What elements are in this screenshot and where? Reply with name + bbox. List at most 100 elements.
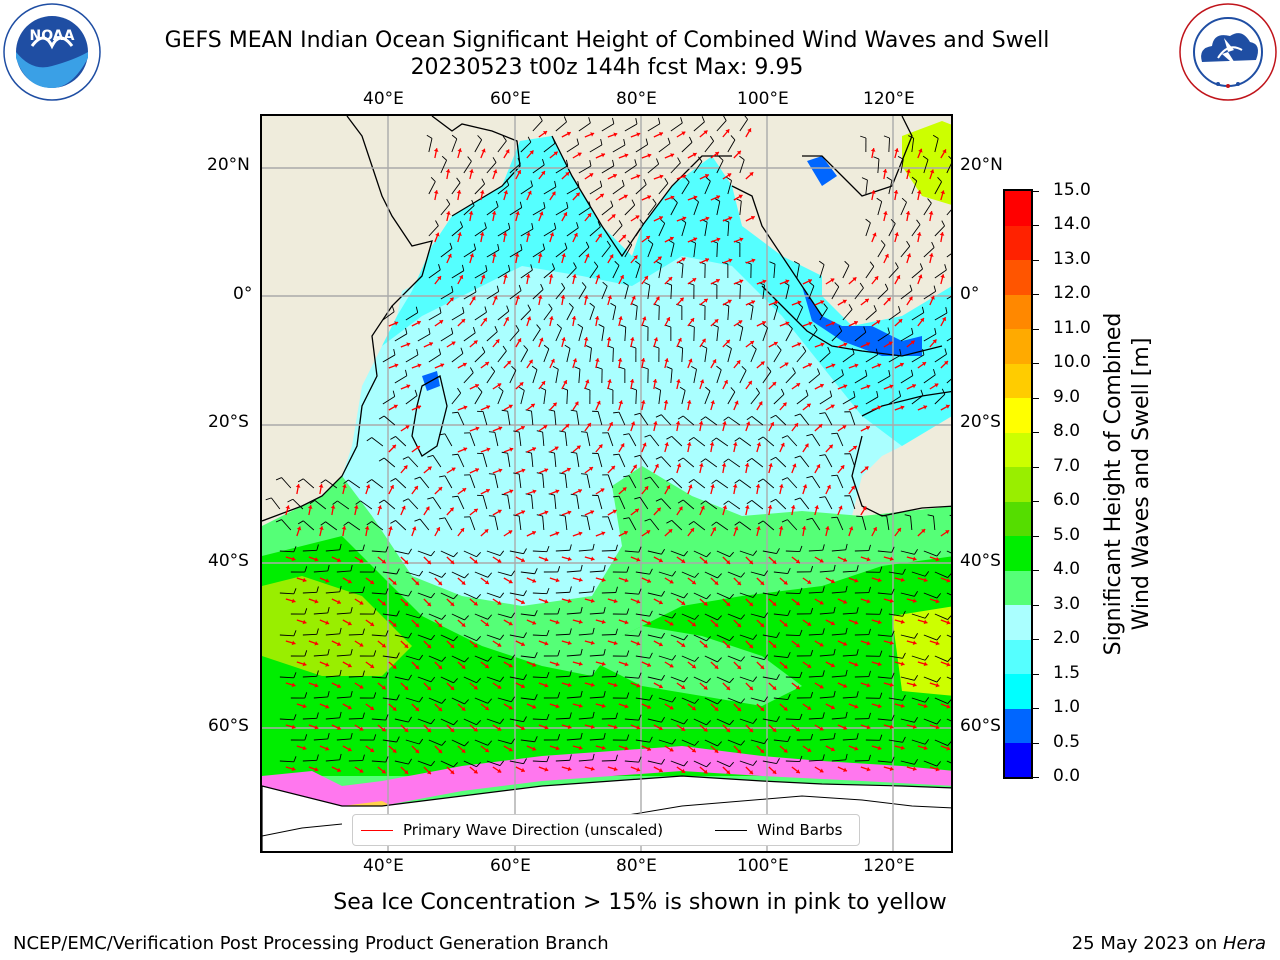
wind-barb (770, 456, 787, 468)
wind-barb (773, 609, 791, 617)
colorbar-band (1005, 432, 1031, 468)
wind-barb (911, 571, 930, 577)
wave-direction-arrowhead (544, 510, 549, 515)
wind-barb (440, 718, 458, 726)
wave-direction-arrowhead (415, 665, 419, 670)
wave-direction-arrowhead (636, 132, 641, 137)
wind-barb (532, 671, 550, 679)
wind-barb (831, 585, 848, 594)
wind-barb (624, 546, 642, 553)
wind-barb (486, 760, 505, 767)
wind-barb (543, 566, 561, 573)
wind-barb (497, 696, 516, 703)
wind-barb (831, 325, 843, 342)
wave-direction-arrowhead (618, 316, 623, 321)
wind-barb (439, 433, 453, 447)
wave-direction-arrowhead (632, 464, 637, 469)
wave-direction-arrowhead (612, 509, 617, 514)
wave-direction-arrowhead (747, 380, 752, 385)
wind-barb (520, 694, 538, 701)
wave-direction-arrowhead (816, 464, 821, 469)
wind-barb (559, 430, 568, 447)
wave-direction-arrowhead (532, 489, 537, 494)
wind-barb (405, 306, 419, 321)
wave-direction-arrowhead (918, 274, 923, 279)
wind-barb (610, 302, 617, 321)
wind-barb (654, 387, 662, 405)
wind-barb (405, 612, 424, 619)
wave-direction-arrowhead (886, 297, 891, 302)
wave-direction-arrowhead (509, 447, 514, 452)
wave-direction-arrowhead (691, 580, 696, 585)
wave-direction-arrowhead (783, 580, 788, 585)
wind-barb (290, 734, 308, 741)
wind-barb (796, 691, 814, 699)
wind-barb (658, 612, 677, 619)
wind-barb (555, 544, 572, 552)
wave-direction-arrowhead (795, 685, 800, 690)
wind-barb (796, 389, 809, 405)
colorbar-tick-mark (1033, 777, 1039, 778)
wave-direction-arrowhead (595, 358, 600, 362)
noaa-logo-text: NOAA (30, 28, 75, 44)
wave-direction-arrowhead (748, 686, 753, 691)
wind-barb (566, 302, 574, 321)
wind-barb (831, 711, 848, 720)
wave-direction-arrowhead (532, 620, 537, 625)
wave-direction-arrowhead (550, 358, 555, 363)
wave-direction-arrowhead (539, 337, 544, 342)
wave-direction-arrowhead (698, 421, 704, 425)
wind-barb (693, 760, 711, 768)
wind-barb (877, 546, 895, 553)
wind-barb (589, 565, 606, 573)
wave-band-0-5m-2 (807, 156, 837, 186)
wave-direction-arrowhead (497, 642, 502, 647)
wind-barb (474, 178, 486, 195)
wave-direction-arrowhead (484, 580, 489, 584)
wind-barb (946, 296, 951, 300)
wave-direction-arrowhead (426, 770, 431, 775)
chart-subtitle: 20230523 t00z 144h fcst Max: 9.95 (410, 55, 804, 80)
wave-direction-arrowhead (658, 726, 663, 731)
wave-direction-arrowhead (520, 425, 525, 431)
wind-barb (501, 409, 511, 426)
colorbar-tick-label: 3.0 (1053, 593, 1081, 614)
wind-barb (428, 220, 439, 237)
wave-direction-arrowhead (369, 622, 374, 626)
wave-direction-arrowhead (631, 295, 636, 300)
wave-direction-arrowhead (807, 705, 812, 710)
wind-barb (946, 378, 951, 384)
wave-direction-arrowhead (543, 131, 548, 136)
wind-barb (612, 566, 630, 573)
wave-direction-arrowhead (469, 169, 474, 173)
wind-barb (769, 261, 776, 279)
wind-barb (716, 634, 734, 642)
wave-direction-arrowhead (935, 640, 940, 646)
wind-barb (623, 433, 637, 447)
wind-barb (679, 386, 686, 405)
wind-barb (670, 198, 678, 216)
wave-direction-arrowhead (590, 598, 595, 604)
wave-direction-arrowhead (502, 232, 508, 236)
wind-barb (854, 712, 871, 720)
wave-direction-arrowhead (714, 706, 719, 711)
wave-direction-arrowhead (291, 682, 296, 688)
wave-direction-arrowhead (866, 556, 871, 562)
wind-barb (578, 585, 595, 594)
wind-barb (842, 390, 856, 405)
wind-barb (348, 544, 365, 552)
wave-direction-arrowhead (497, 684, 502, 689)
wave-direction-arrowhead (548, 274, 554, 278)
wave-direction-arrowhead (484, 664, 489, 668)
wind-barb (624, 630, 642, 637)
wave-direction-arrowhead (451, 467, 456, 472)
wind-barb (497, 570, 516, 577)
wind-barb (451, 177, 461, 195)
wind-barb (734, 437, 752, 447)
wind-barb (808, 754, 825, 762)
wind-barb (877, 240, 886, 258)
wave-direction-arrowhead (819, 383, 824, 388)
wave-direction-arrowhead (353, 505, 359, 509)
wave-direction-arrowhead (755, 484, 761, 488)
wind-barb (946, 718, 951, 722)
